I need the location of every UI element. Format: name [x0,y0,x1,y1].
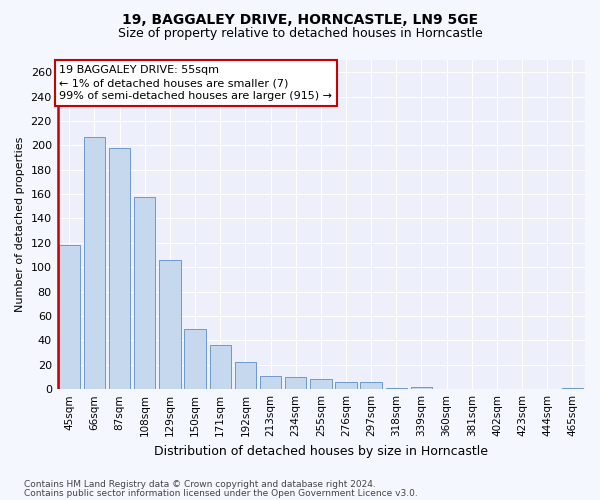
Text: Size of property relative to detached houses in Horncastle: Size of property relative to detached ho… [118,28,482,40]
Bar [184,330,206,389]
Bar [310,380,332,389]
Bar [335,382,356,389]
Bar [59,246,80,389]
Bar [109,148,130,389]
Text: 19, BAGGALEY DRIVE, HORNCASTLE, LN9 5GE: 19, BAGGALEY DRIVE, HORNCASTLE, LN9 5GE [122,12,478,26]
Bar [260,376,281,389]
Text: Contains HM Land Registry data © Crown copyright and database right 2024.: Contains HM Land Registry data © Crown c… [24,480,376,489]
Bar [235,362,256,389]
Bar [134,196,155,389]
Bar [285,377,307,389]
Y-axis label: Number of detached properties: Number of detached properties [15,137,25,312]
Text: 19 BAGGALEY DRIVE: 55sqm
← 1% of detached houses are smaller (7)
99% of semi-det: 19 BAGGALEY DRIVE: 55sqm ← 1% of detache… [59,65,332,102]
Text: Contains public sector information licensed under the Open Government Licence v3: Contains public sector information licen… [24,488,418,498]
Bar [159,260,181,389]
Bar [84,137,105,389]
Bar [386,388,407,389]
Bar [361,382,382,389]
Bar [209,346,231,389]
X-axis label: Distribution of detached houses by size in Horncastle: Distribution of detached houses by size … [154,444,488,458]
Bar [562,388,583,389]
Bar [411,386,432,389]
